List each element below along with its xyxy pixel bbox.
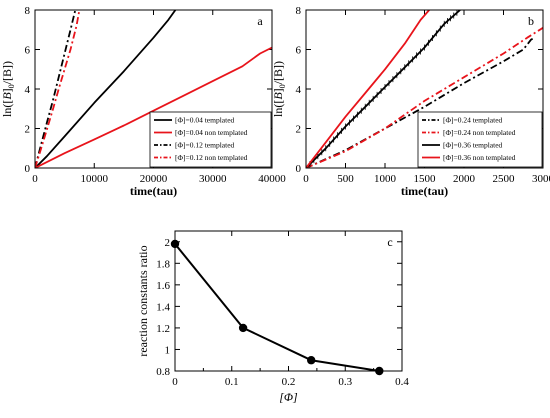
series-group <box>35 10 272 168</box>
x-tick-label: 0.4 <box>395 376 409 388</box>
x-axis-label: time(tau) <box>130 184 177 198</box>
legend-label: [Φ]=0.04 templated <box>175 116 235 125</box>
y-axis-label-part: ln([ <box>0 100 14 117</box>
x-tick-label: 1000 <box>374 173 397 185</box>
legend: [Φ]=0.24 templated [Φ]=0.24 non templated… <box>417 111 543 168</box>
y-tick-label: 2 <box>25 124 31 136</box>
x-tick-label: 10000 <box>81 173 109 185</box>
chart-panel-c: 0 0.1 0.2 0.3 0.4 0.8 1 1.2 1.4 1.6 1.8 2 c [Φ] reacti… <box>136 230 409 404</box>
chart-panel-a: 0 10000 20000 30000 40000 0 2 4 6 8 a time(tau) ln([… <box>0 5 286 198</box>
x-tick-label: 20000 <box>140 173 168 185</box>
y-tick-label: 1.6 <box>156 280 170 292</box>
x-tick-label: 0 <box>303 173 309 185</box>
panel-label: a <box>257 14 263 28</box>
y-axis-label: ln([B]0/[B]) <box>0 61 16 117</box>
x-tick-label: 500 <box>337 173 354 185</box>
y-tick-label: 0 <box>296 163 302 175</box>
y-axis-label-part: B <box>271 92 285 100</box>
y-tick-label: 8 <box>296 5 302 17</box>
y-tick-label: 1.8 <box>156 258 170 270</box>
y-axis-label-part: ] <box>271 88 285 92</box>
y-tick-label: 2 <box>165 237 171 249</box>
x-tick-label: 40000 <box>258 173 286 185</box>
y-axis-label-part: /[B]) <box>271 61 285 84</box>
x-axis-label: [Φ] <box>279 390 298 404</box>
y-tick-label: 4 <box>25 84 31 96</box>
y-tick-label: 6 <box>25 45 31 57</box>
panel-label: c <box>387 235 392 249</box>
chart-panel-b: 0 500 1000 1500 2000 2500 3000 0 2 4 6 8 b time(tau) l… <box>271 5 550 198</box>
legend-label: [Φ]=0.12 non templated <box>175 153 248 162</box>
y-axis-label-subscript: 0 <box>278 84 287 88</box>
x-axis-label: time(tau) <box>401 184 448 198</box>
series-line-0 <box>175 243 380 371</box>
series-group <box>306 10 543 168</box>
legend-label: [Φ]=0.12 templated <box>175 141 235 150</box>
x-tick-label: 2000 <box>453 173 476 185</box>
legend-label: [Φ]=0.36 non templated <box>443 153 516 162</box>
legend-label: [Φ]=0.36 templated <box>443 141 503 150</box>
legend-label: [Φ]=0.04 non templated <box>175 128 248 137</box>
plot-frame <box>305 9 544 169</box>
y-tick-label: 6 <box>296 45 302 57</box>
series-line-1 <box>306 27 543 168</box>
x-tick-label: 1500 <box>414 173 437 185</box>
y-tick-label: 8 <box>25 5 31 17</box>
y-axis-label-part: ] <box>0 88 14 92</box>
y-axis-label: ln([B]0/[B]) <box>271 61 287 117</box>
y-tick-label: 0.8 <box>156 366 170 378</box>
x-tick-label: 0 <box>172 376 178 388</box>
x-tick-label: 2500 <box>493 173 516 185</box>
y-tick-label: 1.4 <box>156 301 170 313</box>
legend-label: [Φ]=0.24 non templated <box>443 128 516 137</box>
x-tick-label: 0.3 <box>338 376 352 388</box>
x-tick-label: 0 <box>32 173 38 185</box>
y-tick-label: 2 <box>296 124 302 136</box>
series-point <box>238 323 248 333</box>
y-tick-label: 4 <box>296 84 302 96</box>
legend-label: [Φ]=0.24 templated <box>443 116 503 125</box>
y-tick-label: 1 <box>165 344 171 356</box>
series-line-1 <box>35 46 272 168</box>
series-line-2 <box>35 10 77 168</box>
y-tick-label: 1.2 <box>156 323 170 335</box>
plot-frame <box>34 9 273 169</box>
panel-label: b <box>528 14 534 28</box>
y-axis-label-part: B <box>0 92 14 100</box>
x-tick-label: 0.1 <box>225 376 239 388</box>
series-line-3 <box>35 10 81 168</box>
x-tick-label: 3000 <box>532 173 550 185</box>
series-line-0 <box>306 36 536 168</box>
plot-frame <box>174 230 403 372</box>
y-axis-label-subscript: 0 <box>7 84 16 88</box>
y-axis-label-part: /[B]) <box>0 61 14 84</box>
series-group <box>175 243 380 371</box>
y-axis-label: reaction constants ratio <box>136 245 150 356</box>
legend: [Φ]=0.04 templated [Φ]=0.04 non templated… <box>149 111 272 168</box>
series-line-0 <box>35 10 177 168</box>
y-tick-label: 0 <box>25 163 31 175</box>
x-tick-label: 0.2 <box>282 376 296 388</box>
series-point <box>307 356 316 365</box>
series-line-3 <box>306 10 430 168</box>
y-axis-label-part: ln([ <box>271 100 285 117</box>
x-tick-label: 30000 <box>199 173 227 185</box>
